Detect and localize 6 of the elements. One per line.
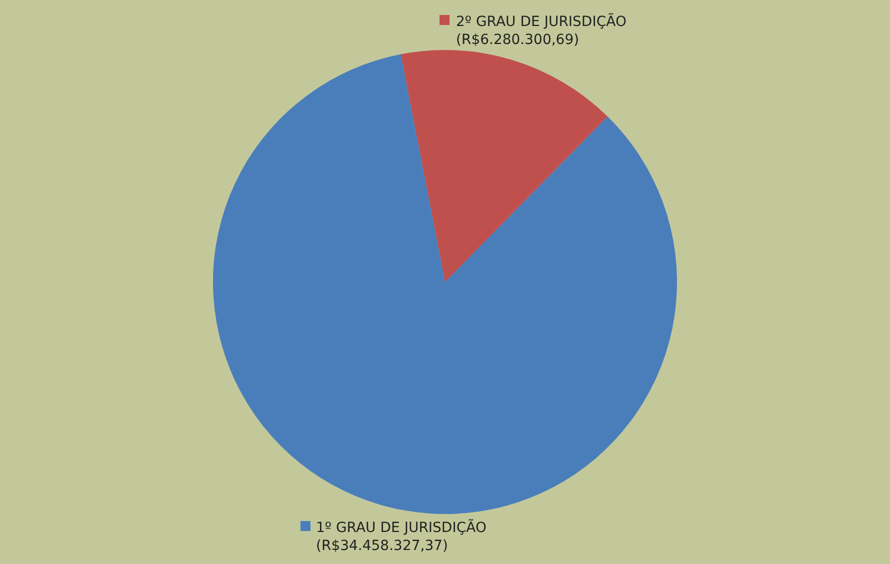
legend-label: 2º GRAU DE JURISDIÇÃO bbox=[456, 13, 626, 30]
data-label: (R$34.458.327,37) bbox=[316, 538, 448, 554]
pie-slice bbox=[213, 54, 677, 514]
legend-label: 1º GRAU DE JURISDIÇÃO bbox=[316, 519, 486, 536]
pie-slice bbox=[400, 50, 608, 282]
data-label: (R$6.280.300,69) bbox=[456, 32, 580, 48]
